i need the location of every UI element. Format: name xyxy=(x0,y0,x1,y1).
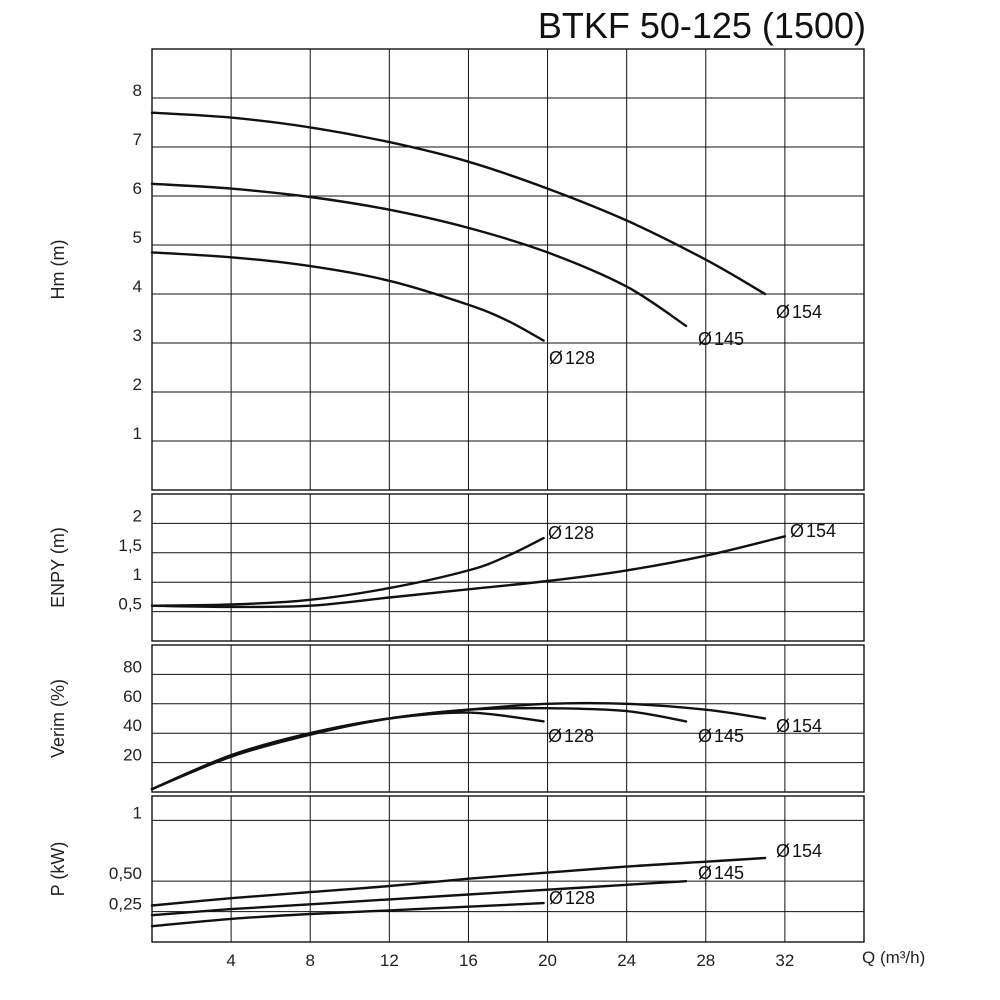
panel-frame xyxy=(151,48,865,491)
curve-efficiency-128 xyxy=(150,711,545,791)
panel-head: 1 2 3 4 5 6 7 8 Hm (m) Ø 154 Ø 145 Ø 128 xyxy=(48,48,865,491)
x-tick-label: 16 xyxy=(459,951,478,970)
y-tick-label: 1 xyxy=(133,565,142,584)
chart-title: BTKF 50-125 (1500) xyxy=(538,5,866,46)
x-tick-label: 8 xyxy=(305,951,314,970)
y-tick-label: 2 xyxy=(133,506,142,525)
curve-power-145 xyxy=(150,880,688,917)
curve-label-154: Ø 154 xyxy=(790,521,836,541)
panel-frame xyxy=(151,795,865,943)
curve-label-145: Ø 145 xyxy=(698,726,744,746)
x-axis-label: Q (m³/h) xyxy=(862,948,925,967)
y-tick-label: 2 xyxy=(133,375,142,394)
y-tick-label: 1 xyxy=(133,803,142,822)
curve-efficiency-145 xyxy=(150,706,688,791)
curve-label-154: Ø 154 xyxy=(776,716,822,736)
curve-npsh-128 xyxy=(150,536,545,607)
y-tick-label: 7 xyxy=(133,130,142,149)
panel-power: 0,25 0,50 1 P (kW) Ø 154 Ø 145 Ø 128 4 8 12 16 20 24 28 3… xyxy=(48,795,865,970)
curve-head-145 xyxy=(150,182,688,328)
y-tick-label: 8 xyxy=(133,81,142,100)
y-tick-label: 1 xyxy=(133,424,142,443)
curve-label-154: Ø 154 xyxy=(776,841,822,861)
y-axis-label: Verim (%) xyxy=(48,679,68,758)
panel-frame xyxy=(151,493,865,642)
curve-label-154: Ø 154 xyxy=(776,302,822,322)
curve-label-145: Ø 145 xyxy=(698,863,744,883)
curve-label-128: Ø 128 xyxy=(548,523,594,543)
y-tick-label: 6 xyxy=(133,179,142,198)
y-axis-label: Hm (m) xyxy=(48,240,68,300)
y-axis-label: ENPY (m) xyxy=(48,527,68,608)
y-tick-label: 0,50 xyxy=(109,864,142,883)
y-tick-label: 60 xyxy=(123,687,142,706)
x-tick-label: 28 xyxy=(696,951,715,970)
curve-efficiency-154 xyxy=(150,701,767,791)
curve-label-128: Ø 128 xyxy=(549,348,595,368)
curve-label-145: Ø 145 xyxy=(698,329,744,349)
panel-frame xyxy=(151,644,865,793)
curve-npsh-154 xyxy=(150,535,787,609)
x-tick-label: 4 xyxy=(226,951,235,970)
y-tick-label: 3 xyxy=(133,326,142,345)
x-tick-label: 24 xyxy=(617,951,636,970)
panel-efficiency: 20 40 60 80 Verim (%) Ø 128 Ø 145 Ø 154 xyxy=(48,644,865,793)
curve-power-154 xyxy=(150,856,767,907)
x-tick-label: 32 xyxy=(775,951,794,970)
y-tick-label: 0,25 xyxy=(109,895,142,914)
curve-label-128: Ø 128 xyxy=(549,888,595,908)
y-tick-label: 4 xyxy=(133,277,142,296)
x-tick-label: 20 xyxy=(538,951,557,970)
y-tick-label: 0,5 xyxy=(118,595,142,614)
y-tick-label: 20 xyxy=(123,746,142,765)
y-tick-label: 80 xyxy=(123,657,142,676)
curve-label-128: Ø 128 xyxy=(548,726,594,746)
curve-power-128 xyxy=(150,901,545,928)
y-tick-label: 5 xyxy=(133,228,142,247)
y-tick-label: 1,5 xyxy=(118,536,142,555)
curve-head-154 xyxy=(150,111,767,296)
x-tick-label: 12 xyxy=(380,951,399,970)
y-axis-label: P (kW) xyxy=(48,842,68,897)
curve-head-128 xyxy=(150,251,545,342)
y-tick-label: 40 xyxy=(123,716,142,735)
panel-npsh: 0,5 1 1,5 2 ENPY (m) Ø 128 Ø 154 xyxy=(48,493,865,642)
